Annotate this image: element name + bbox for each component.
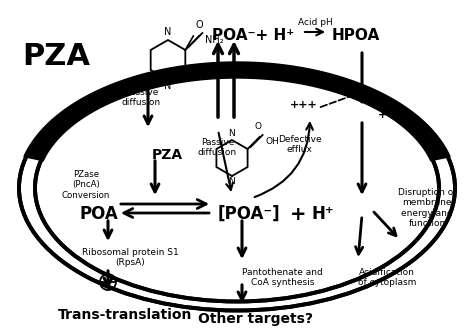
- Text: HPOA: HPOA: [332, 28, 380, 43]
- Text: PZA: PZA: [22, 42, 90, 71]
- Ellipse shape: [27, 70, 447, 306]
- Text: POA: POA: [80, 205, 119, 223]
- Text: O: O: [195, 20, 203, 30]
- Text: Disruption of
membrane
energy and
function: Disruption of membrane energy and functi…: [398, 188, 456, 228]
- Text: Trans-translation: Trans-translation: [58, 308, 192, 322]
- Text: Defective
efflux: Defective efflux: [278, 135, 322, 154]
- Text: NH₂: NH₂: [205, 35, 224, 45]
- Text: PZA: PZA: [152, 148, 183, 162]
- Text: PZase
(PncA)
Conversion: PZase (PncA) Conversion: [62, 170, 110, 200]
- Text: N: N: [164, 27, 172, 37]
- Text: Pantothenate and
CoA synthesis: Pantothenate and CoA synthesis: [242, 268, 323, 287]
- Text: +: +: [290, 205, 307, 224]
- Text: O: O: [254, 122, 261, 131]
- Text: Acid pH: Acid pH: [298, 18, 333, 27]
- Text: POA⁻+ H⁺: POA⁻+ H⁺: [212, 28, 294, 43]
- Text: Acidification
of cytoplasm: Acidification of cytoplasm: [358, 268, 416, 287]
- Text: Other targets?: Other targets?: [198, 312, 313, 326]
- Text: +++: +++: [290, 100, 318, 110]
- Text: H⁺: H⁺: [312, 205, 335, 223]
- Text: N: N: [228, 177, 236, 186]
- Text: OH: OH: [265, 137, 279, 146]
- Text: Passive
diffusion: Passive diffusion: [122, 88, 161, 108]
- Text: N: N: [164, 81, 172, 91]
- FancyArrowPatch shape: [255, 123, 313, 197]
- Polygon shape: [24, 62, 450, 161]
- Text: +++: +++: [378, 110, 406, 120]
- Text: Ribosomal protein S1
(RpsA): Ribosomal protein S1 (RpsA): [82, 248, 179, 268]
- Text: [POA⁻]: [POA⁻]: [218, 205, 281, 223]
- Text: Passive
diffusion: Passive diffusion: [198, 138, 237, 157]
- Text: N: N: [228, 129, 236, 138]
